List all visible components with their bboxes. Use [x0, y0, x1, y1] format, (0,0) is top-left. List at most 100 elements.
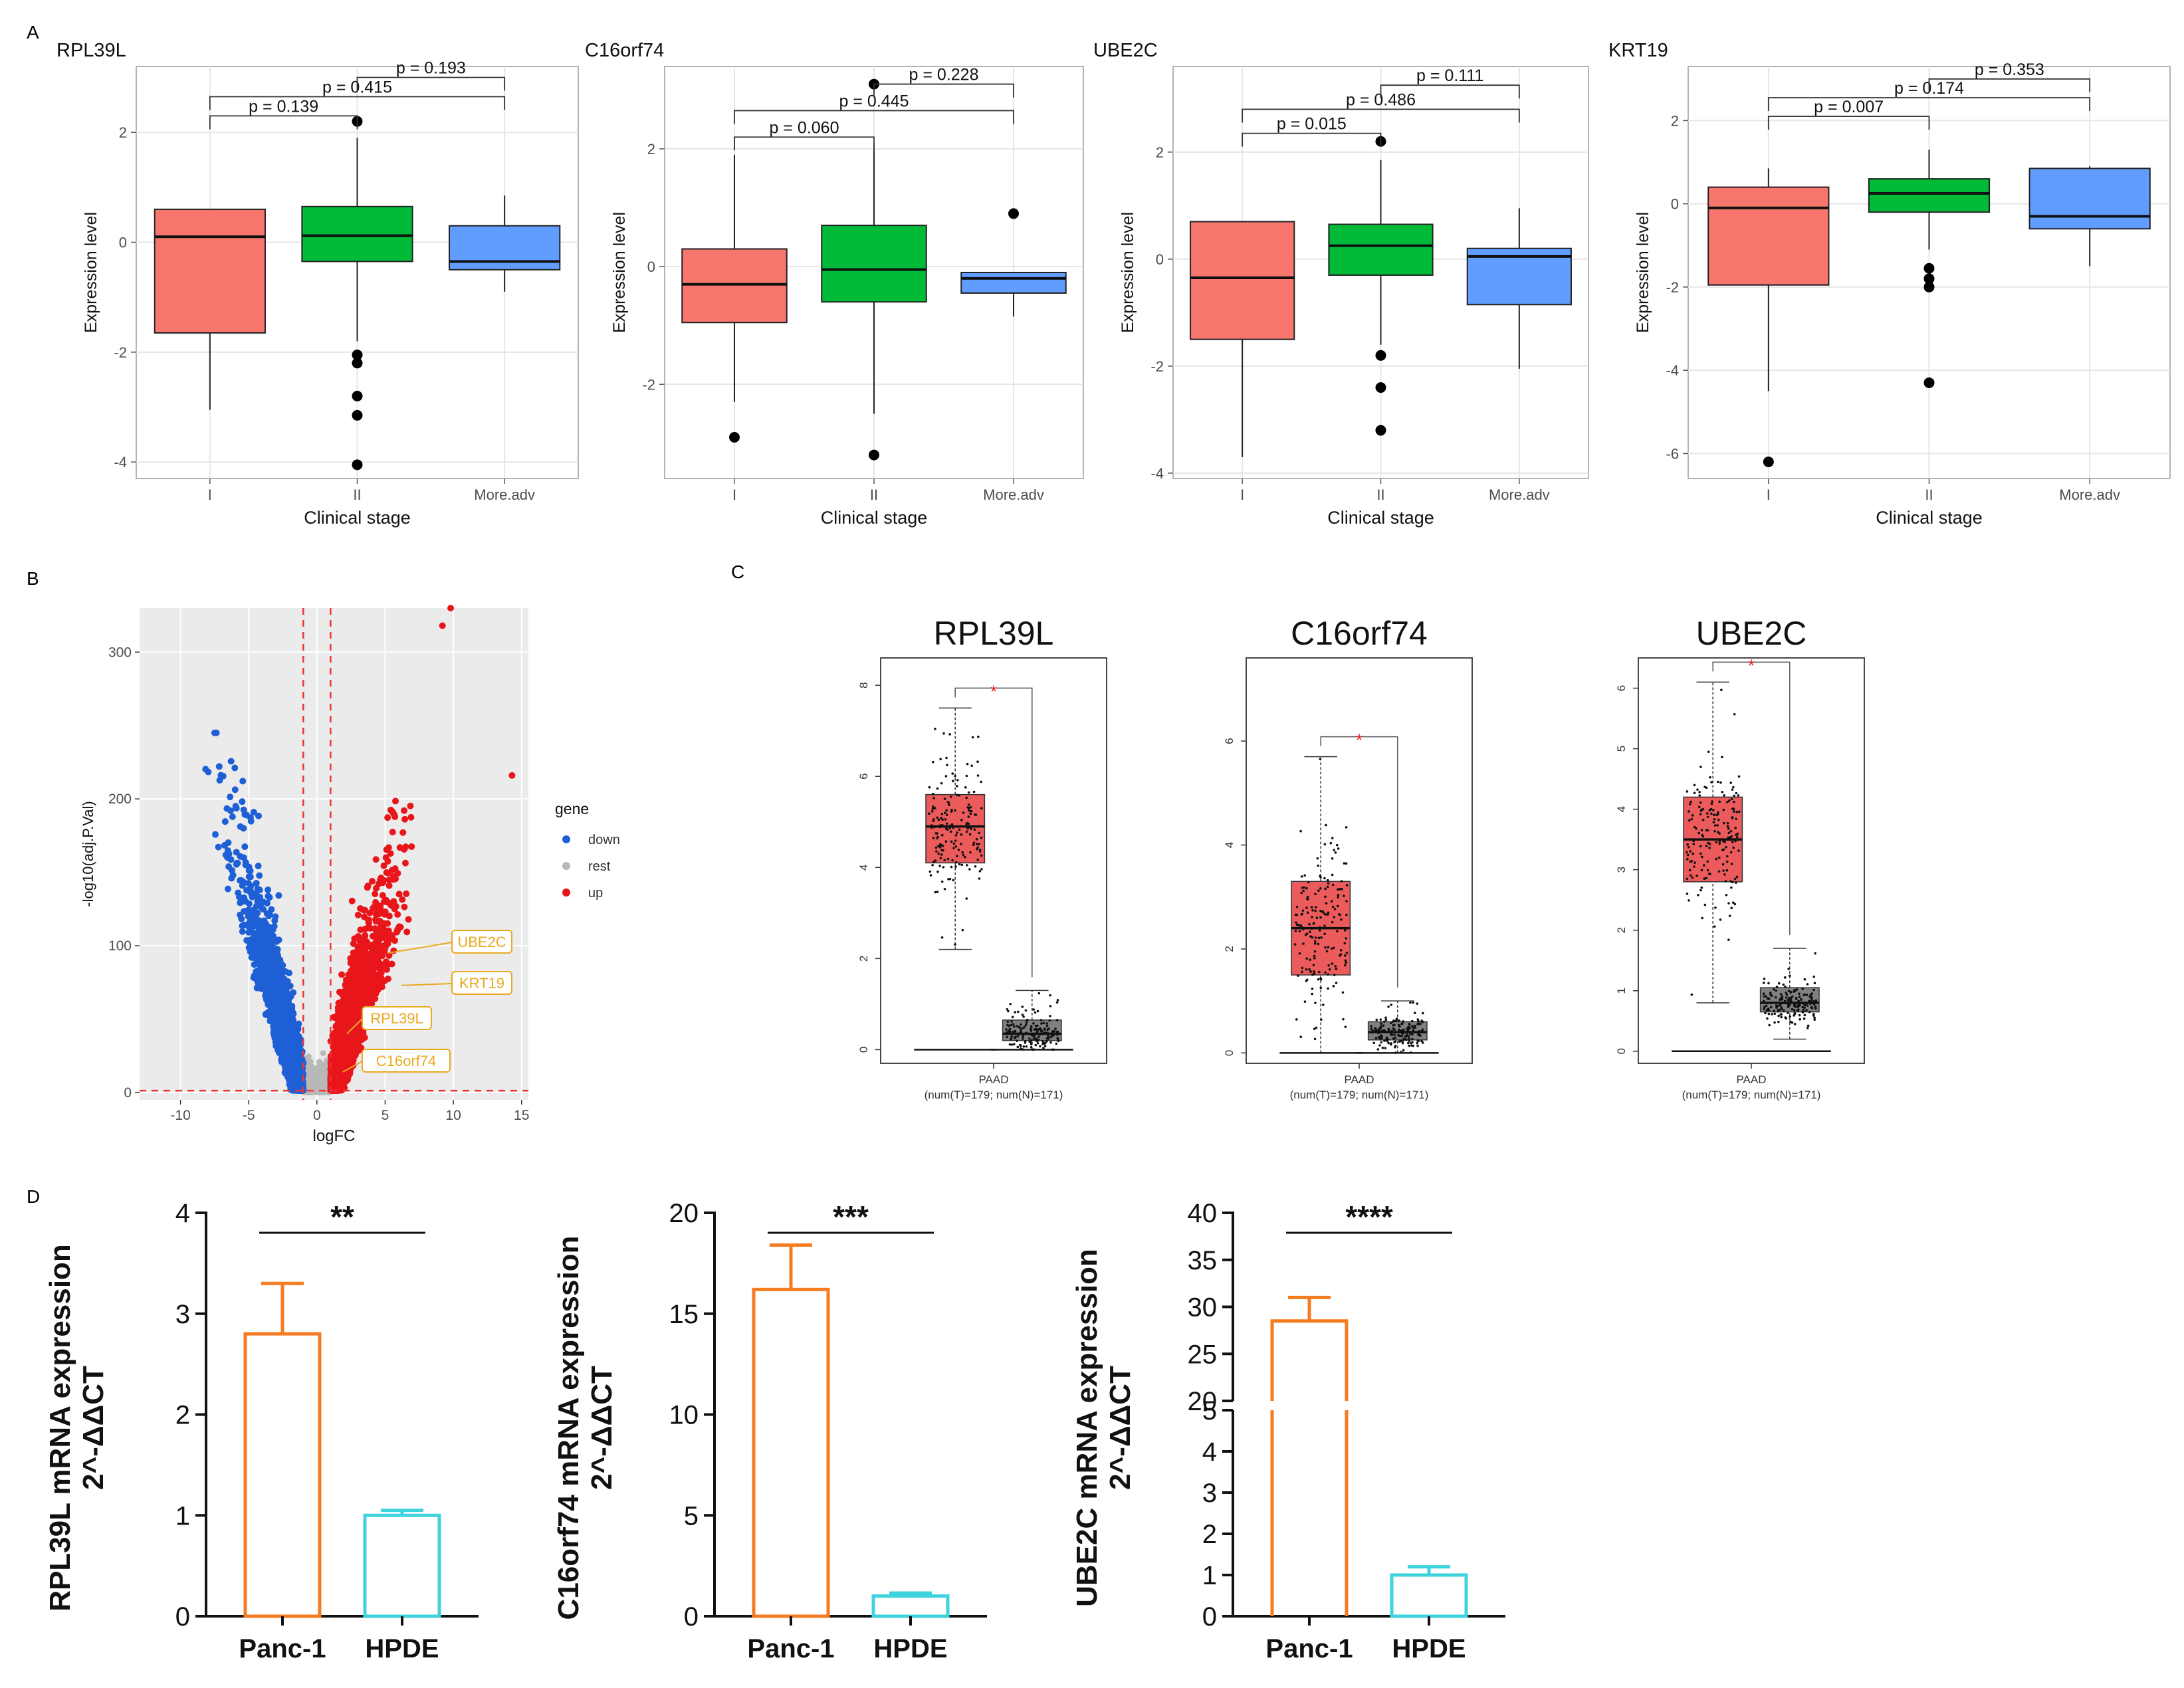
plot-title: C16orf74 — [585, 40, 664, 61]
down-point — [239, 778, 247, 785]
down-point — [245, 900, 253, 907]
p-value-bracket — [356, 76, 506, 91]
y-tick-label: 0 — [1671, 196, 1679, 213]
p-value-label: p = 0.015 — [1277, 115, 1347, 134]
down-point — [264, 979, 271, 986]
x-tick-label: I — [1767, 486, 1771, 503]
up-point — [401, 807, 408, 814]
y-tick-label: -2 — [1666, 279, 1679, 296]
down-point — [224, 885, 231, 893]
box-outlier — [729, 432, 740, 443]
up-point — [408, 843, 415, 850]
down-point — [246, 919, 253, 926]
y-tick-label: -4 — [1666, 362, 1679, 379]
y-axis-label: Expression level — [1119, 212, 1137, 333]
p-value-bracket — [734, 110, 1014, 124]
up-point — [399, 896, 406, 903]
box-body — [1868, 178, 1991, 213]
down-point — [269, 926, 276, 933]
box-outlier — [1375, 350, 1386, 361]
rest-point — [308, 1089, 315, 1095]
up-point — [380, 862, 387, 869]
down-point — [259, 947, 267, 954]
down-point — [245, 928, 253, 936]
down-point — [223, 805, 231, 812]
down-point — [255, 863, 262, 870]
down-point — [279, 962, 286, 969]
x-tick-label: I — [732, 486, 736, 503]
down-point — [268, 906, 275, 913]
x-tick-label: More.adv — [2059, 486, 2120, 503]
down-point — [255, 897, 263, 904]
p-value-bracket — [1242, 132, 1382, 147]
box-outlier — [352, 391, 363, 401]
p-value-bracket — [1767, 116, 1930, 130]
down-point — [240, 825, 247, 832]
p-value-bracket — [209, 115, 358, 130]
down-point — [284, 1017, 292, 1024]
box-body — [1328, 223, 1434, 276]
box-body — [1466, 247, 1572, 306]
down-point — [247, 867, 254, 875]
up-point — [351, 935, 358, 942]
down-point — [267, 938, 274, 945]
up-point — [401, 903, 408, 910]
down-point — [267, 1002, 274, 1009]
up-point — [369, 878, 376, 885]
down-point — [233, 805, 240, 812]
y-tick-label: -2 — [114, 344, 127, 361]
down-point — [249, 946, 256, 953]
down-point — [255, 920, 263, 928]
x-tick-label: More.adv — [983, 486, 1044, 503]
up-point — [403, 928, 411, 936]
down-point — [243, 811, 251, 819]
down-point — [255, 936, 263, 943]
down-point — [263, 910, 271, 917]
p-value-bracket — [1380, 84, 1520, 99]
down-point — [241, 843, 249, 851]
down-point — [295, 1053, 302, 1060]
down-point — [265, 893, 272, 900]
down-point — [233, 849, 240, 856]
up-point — [407, 813, 415, 821]
up-point — [384, 920, 391, 927]
down-point — [211, 729, 218, 736]
p-value-label: p = 0.060 — [770, 118, 839, 137]
down-point — [247, 883, 255, 890]
p-value-bracket — [1767, 97, 2091, 111]
up-point — [372, 974, 379, 982]
down-point — [275, 892, 282, 899]
down-point — [279, 1019, 286, 1027]
down-point — [261, 932, 269, 939]
down-point — [231, 786, 239, 793]
plot-title: RPL39L — [56, 40, 126, 61]
box-body — [2028, 167, 2151, 230]
box-body — [449, 225, 561, 270]
down-point — [265, 886, 272, 893]
down-point — [296, 1080, 303, 1087]
box-outlier — [352, 350, 363, 360]
down-point — [233, 859, 241, 867]
p-value-label: p = 0.193 — [396, 59, 466, 78]
y-axis-label: Expression level — [1634, 212, 1652, 333]
down-point — [239, 798, 246, 805]
down-point — [263, 923, 270, 930]
down-point — [247, 873, 254, 881]
down-point — [257, 962, 265, 970]
box-body — [1707, 186, 1830, 286]
down-point — [273, 995, 280, 1002]
down-point — [227, 758, 235, 765]
rest-point — [305, 1053, 312, 1060]
y-axis-label: Expression level — [82, 212, 100, 333]
x-tick-label: I — [1240, 486, 1244, 503]
down-point — [242, 861, 249, 869]
down-point — [219, 772, 227, 780]
rest-point — [322, 1066, 329, 1073]
down-point — [256, 872, 263, 879]
rest-point — [317, 1062, 324, 1069]
box-outlier — [352, 358, 363, 369]
p-value-label: p = 0.111 — [1416, 66, 1483, 85]
up-point — [399, 829, 407, 836]
down-point — [225, 839, 232, 847]
